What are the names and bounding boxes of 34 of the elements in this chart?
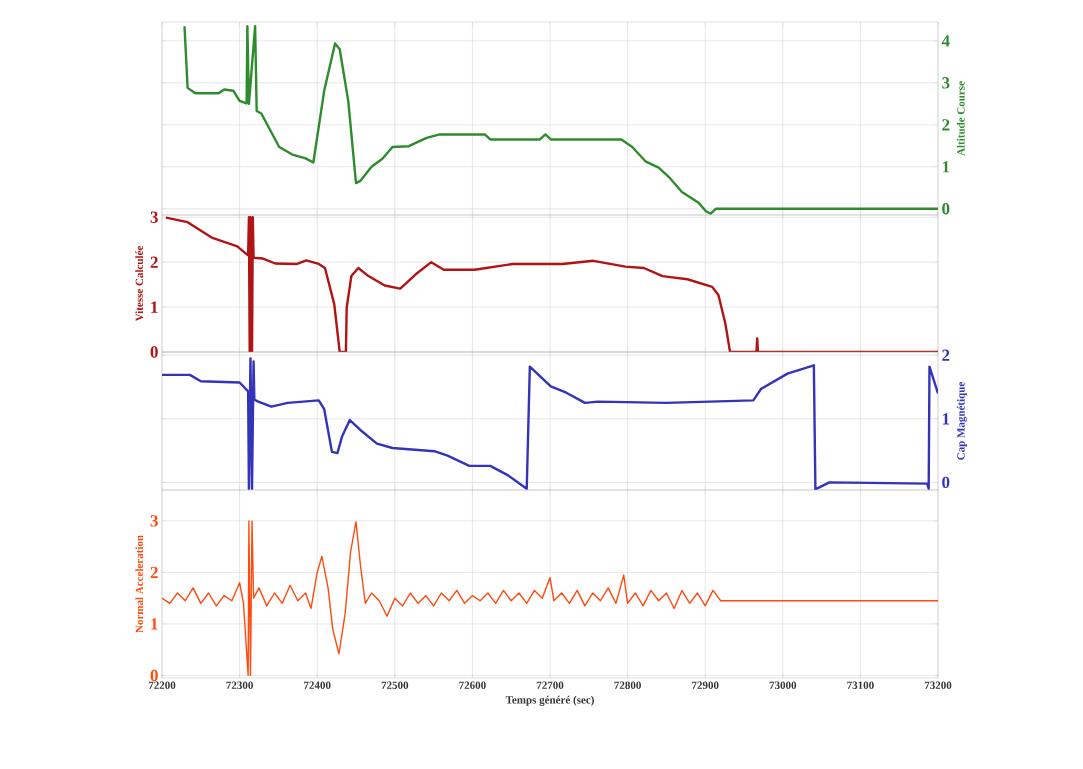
x-tick-label: 73000: [769, 681, 797, 689]
y-tick-label: 2: [942, 349, 950, 361]
x-tick-label: 72200: [148, 681, 176, 689]
y-tick-label: 1: [942, 413, 950, 425]
x-tick-label: 72400: [304, 681, 331, 689]
y-tick-label: 0: [942, 476, 950, 489]
x-tick-label: 72500: [381, 681, 409, 689]
y-tick-label: 2: [150, 566, 158, 579]
y-tick-label: 3: [150, 211, 158, 223]
x-tick-label: 73100: [847, 681, 874, 689]
y-tick-label: 1: [151, 301, 158, 313]
y-axis-title: Cap Magnétique: [956, 382, 967, 460]
x-tick-label: 72300: [226, 681, 253, 689]
line-series: [162, 357, 939, 490]
y-axis-title: Normal Acceleration: [135, 535, 144, 633]
x-tick-label: 73200: [924, 681, 952, 689]
y-tick-label: 1: [151, 618, 158, 630]
y-tick-label: 0: [150, 346, 158, 358]
y-tick-label: 0: [942, 202, 950, 215]
x-tick-label: 72800: [614, 681, 641, 689]
y-tick-label: 4: [941, 35, 950, 47]
y-tick-label: 2: [942, 119, 950, 131]
x-tick-label: 72700: [536, 681, 564, 689]
y-axis-title: Vitesse Calculée: [135, 245, 144, 322]
y-tick-label: 3: [150, 515, 158, 527]
x-tick-label: 72600: [459, 681, 486, 689]
y-axis-title: Altitude Course: [956, 81, 965, 156]
x-axis-title: Temps généré (sec): [505, 695, 594, 706]
line-series: [183, 25, 939, 215]
y-tick-label: 1: [942, 161, 950, 173]
y-tick-label: 3: [942, 77, 950, 89]
x-tick-label: 72900: [692, 681, 719, 689]
y-tick-label: 0: [150, 669, 158, 682]
y-tick-label: 2: [150, 256, 158, 268]
